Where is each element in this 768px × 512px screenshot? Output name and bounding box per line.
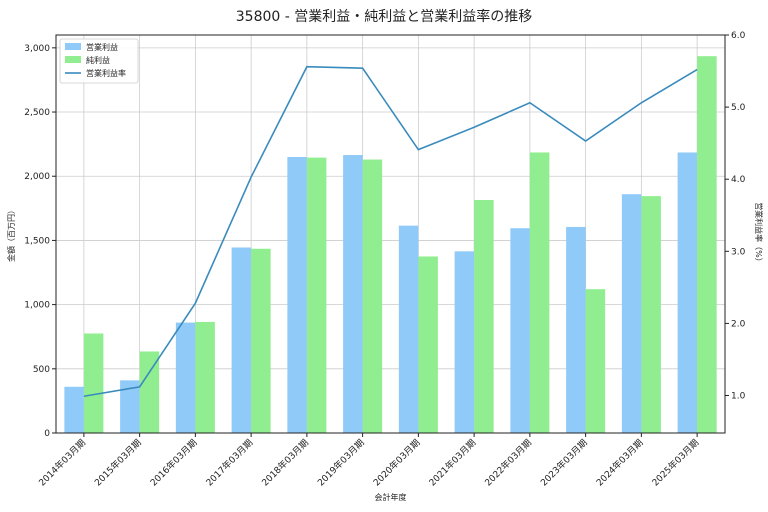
y2-tick-label: 5.0 — [731, 103, 746, 113]
bar-net-profit — [195, 321, 215, 433]
x-tick-label: 2016年03月期 — [148, 437, 200, 489]
legend-entry: 営業利益率 — [86, 68, 126, 78]
x-tick-label: 2024年03月期 — [594, 437, 646, 489]
bar-operating-profit — [454, 251, 475, 433]
x-tick-label: 2021年03月期 — [426, 437, 478, 489]
legend-entry: 純利益 — [86, 55, 110, 65]
plot-frame — [55, 34, 726, 434]
x-tick-label: 2019年03月期 — [315, 437, 367, 489]
bar-net-profit — [697, 56, 717, 434]
x-tick-label: 2018年03月期 — [259, 437, 311, 489]
line-layer — [83, 65, 698, 398]
bars — [64, 56, 717, 434]
legend-entry: 営業利益 — [86, 42, 118, 52]
bar-operating-profit — [343, 155, 363, 433]
y2-tick-label: 1.0 — [731, 392, 746, 402]
bar-operating-profit — [231, 247, 252, 433]
bar-net-profit — [251, 248, 271, 433]
y2-tick-label: 4.0 — [731, 175, 746, 185]
y-tick-label: 500 — [33, 365, 50, 375]
y-tick-label: 1,000 — [24, 301, 50, 311]
bar-operating-profit — [677, 152, 698, 434]
bar-net-profit — [83, 333, 104, 433]
y2-axis-ticks: 1.0 2.0 3.0 4.0 5.0 6.0 — [725, 31, 746, 402]
y2-tick-label: 3.0 — [731, 247, 746, 257]
bar-operating-profit — [566, 226, 586, 433]
bar-operating-profit — [64, 386, 84, 433]
x-tick-label: 2025年03月期 — [649, 437, 701, 489]
bar-net-profit — [474, 199, 494, 433]
legend-swatch — [65, 56, 81, 63]
x-tick-label: 2023年03月期 — [538, 437, 590, 489]
bar-net-profit — [585, 289, 606, 433]
bar-operating-profit — [287, 156, 307, 433]
y-tick-label: 2,000 — [24, 172, 50, 182]
chart-title: 35800 - 営業利益・純利益と営業利益率の推移 — [236, 8, 533, 25]
bar-operating-profit — [510, 228, 530, 433]
bar-operating-profit — [621, 194, 642, 433]
bar-net-profit — [139, 351, 160, 433]
y-tick-label: 0 — [44, 429, 50, 439]
y-tick-label: 3,000 — [24, 44, 50, 54]
bar-net-profit — [362, 159, 383, 434]
x-tick-label: 2017年03月期 — [203, 437, 255, 489]
y-tick-label: 2,500 — [24, 108, 50, 118]
bar-net-profit — [306, 157, 327, 433]
line-operating-margin — [83, 65, 698, 398]
y-axis-label: 金額（百万円） — [6, 206, 16, 262]
bar-operating-profit — [398, 225, 419, 433]
x-tick-label: 2020年03月期 — [371, 437, 423, 489]
y2-axis-label: 営業利益率（%） — [754, 202, 764, 266]
bar-net-profit — [641, 196, 661, 433]
y2-tick-label: 2.0 — [731, 319, 746, 329]
bar-net-profit — [418, 256, 438, 433]
bar-operating-profit — [175, 322, 196, 433]
x-tick-label: 2015年03月期 — [92, 437, 144, 489]
x-tick-label: 2022年03月期 — [482, 437, 534, 489]
legend-swatch — [65, 43, 81, 50]
x-axis-ticks: 2014年03月期 2015年03月期 2016年03月期 2017年03月期 2018… — [36, 433, 701, 489]
y2-tick-label: 6.0 — [731, 31, 746, 41]
bar-net-profit — [529, 152, 550, 434]
x-axis-label: 会計年度 — [375, 492, 407, 502]
bar-operating-profit — [120, 380, 140, 433]
x-tick-label: 2014年03月期 — [36, 437, 88, 489]
y-axis-ticks: 0 500 1,000 1,500 2,000 2,500 3,000 — [24, 44, 56, 439]
y-tick-label: 1,500 — [24, 236, 50, 246]
